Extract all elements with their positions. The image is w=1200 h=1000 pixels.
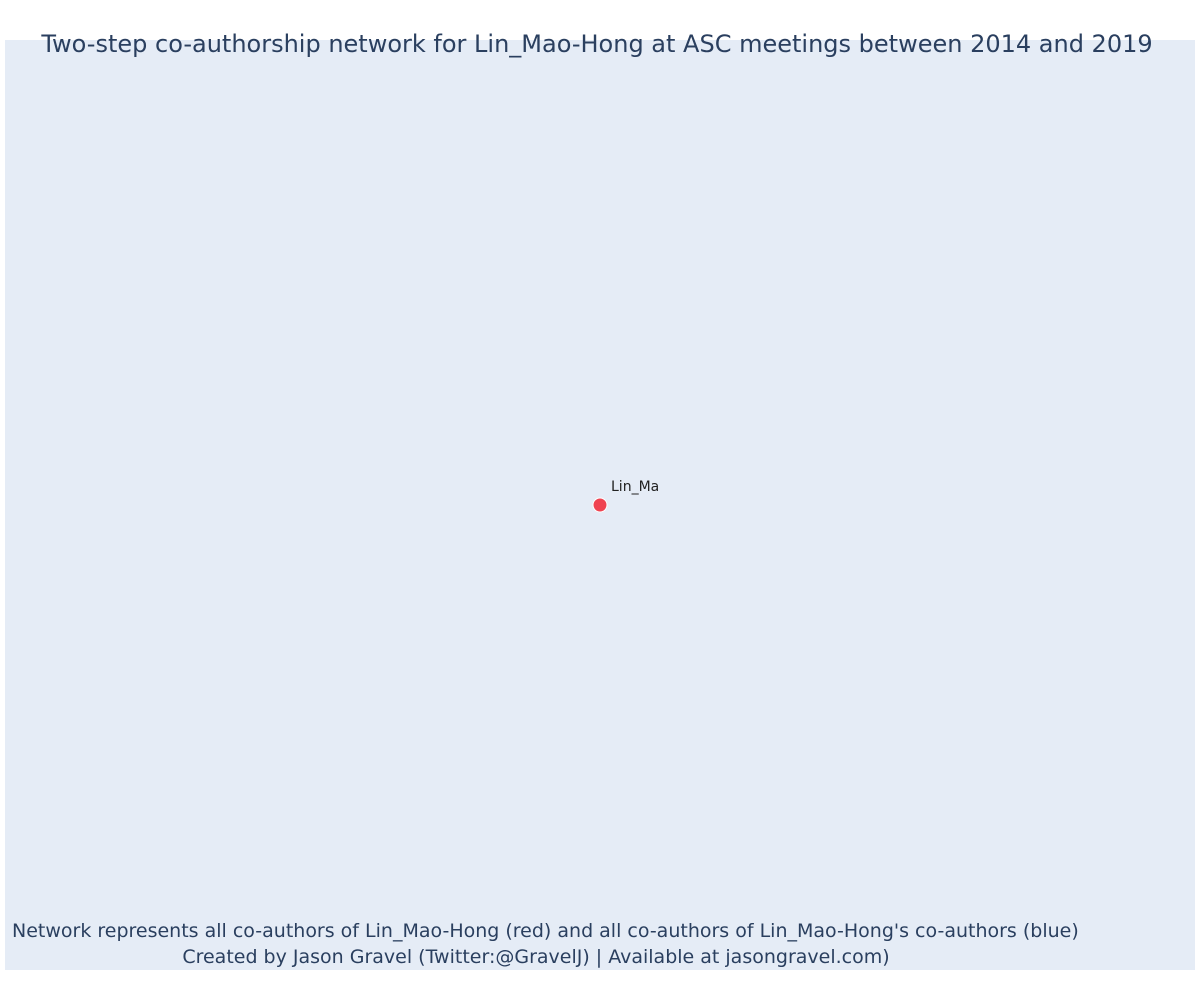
node-label: Lin_Ma: [611, 479, 659, 495]
footnote-line-2: Created by Jason Gravel (Twitter:@Gravel…: [182, 946, 890, 968]
focal-node[interactable]: [592, 497, 608, 513]
footnote-line-1: Network represents all co-authors of Lin…: [12, 920, 1079, 942]
chart-title: Two-step co-authorship network for Lin_M…: [41, 30, 1153, 58]
chart-footnote: Network represents all co-authors of Lin…: [12, 918, 1079, 970]
